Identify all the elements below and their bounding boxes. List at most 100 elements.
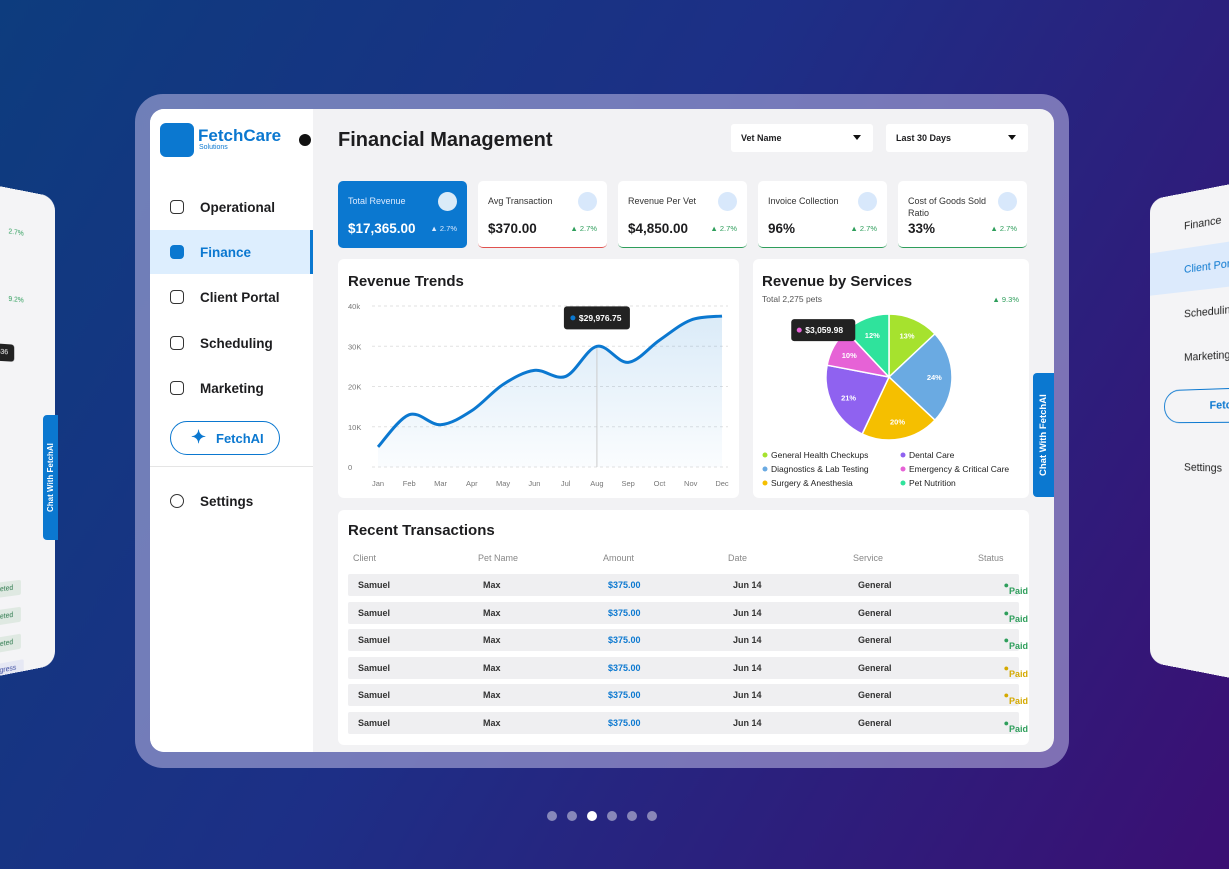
table-row: Samuel Max $375.00 Jun 14 General ● Paid: [348, 574, 1019, 596]
nav-item[interactable]: Settings: [150, 479, 313, 523]
logo-icon: [160, 123, 194, 157]
filter-dropdown[interactable]: Last 30 Days: [886, 124, 1028, 152]
column-header: Client: [353, 553, 376, 563]
legend-label: Dental Care: [909, 450, 955, 460]
y-tick-label: 40k: [348, 302, 360, 311]
peek-change: 2.7%: [8, 228, 23, 237]
brand-sub: Solutions: [199, 144, 228, 151]
kpi-change-value: 2.7%: [860, 224, 877, 233]
pie-chart-card: Revenue by Services Total 2,275 pets ▲ 9…: [753, 259, 1029, 498]
cell: Samuel: [358, 663, 390, 673]
kpi-value: 33%: [908, 221, 935, 236]
nav-item[interactable]: Marketing: [150, 366, 313, 410]
nav-item[interactable]: Operational: [150, 185, 313, 229]
status: ● Paid: [1004, 635, 1009, 645]
legend-swatch: [901, 467, 906, 472]
x-tick-label: Jan: [372, 479, 384, 488]
y-tick-label: 20K: [348, 383, 361, 392]
kpi-icon: [578, 192, 597, 211]
pager-dot[interactable]: [587, 811, 597, 821]
cell: $375.00: [608, 580, 641, 590]
x-tick-label: Sep: [622, 479, 635, 488]
page: 2.7% 9.2% 636 mpleted mpleted mpleted Pr…: [0, 0, 1229, 869]
x-tick-label: Nov: [684, 479, 698, 488]
kpi-label: Revenue Per Vet: [628, 195, 708, 207]
cell: $375.00: [608, 608, 641, 618]
ai-button[interactable]: ✦ FetchAI: [170, 421, 280, 455]
status-text: Paid: [1009, 724, 1028, 734]
kpi-value: 96%: [768, 221, 795, 236]
cell: General: [858, 608, 892, 618]
pager-dot[interactable]: [567, 811, 577, 821]
kpi-label: Invoice Collection: [768, 195, 848, 207]
nav-item[interactable]: Finance: [150, 230, 313, 274]
nav-label: Scheduling: [200, 336, 273, 351]
kpi-icon: [858, 192, 877, 211]
kpi-icon: [438, 192, 457, 211]
pager-dot[interactable]: [627, 811, 637, 821]
line-chart: 0 10K 20K 30K 40k Jan Feb Mar Apr May Jun Jul Aug Sep…: [338, 259, 739, 498]
kpi-icon: [998, 192, 1017, 211]
kpi-change-value: 2.7%: [580, 224, 597, 233]
filter-dropdown[interactable]: Vet Name: [731, 124, 873, 152]
nav-label: Operational: [200, 200, 275, 215]
tooltip-text: $3,059.98: [805, 325, 843, 335]
cell: General: [858, 690, 892, 700]
y-tick-label: 0: [348, 463, 352, 472]
x-tick-label: Jul: [561, 479, 571, 488]
table-row: Samuel Max $375.00 Jun 14 General ● Paid: [348, 684, 1019, 706]
column-header: Date: [728, 553, 747, 563]
peek-status: mpleted: [0, 580, 21, 600]
cell: Max: [483, 663, 501, 673]
kpi-card: Revenue Per Vet $4,850.00 ▲ 2.7%: [618, 181, 747, 248]
area: [378, 316, 722, 467]
slice-label: 13%: [900, 331, 915, 340]
x-tick-label: Dec: [715, 479, 729, 488]
pager-dot[interactable]: [607, 811, 617, 821]
column-header: Service: [853, 553, 883, 563]
sidebar: FetchCare Solutions Operational Finance …: [150, 109, 313, 752]
pager-dot[interactable]: [647, 811, 657, 821]
collapse-button[interactable]: [299, 134, 311, 146]
kpi-change: ▲ 2.7%: [430, 224, 457, 233]
status: ● Paid: [1004, 580, 1009, 590]
y-tick-label: 30K: [348, 342, 361, 351]
x-tick-label: Oct: [654, 479, 667, 488]
kpi-change: ▲ 2.7%: [850, 224, 877, 233]
pager-dot[interactable]: [547, 811, 557, 821]
legend-swatch: [901, 453, 906, 458]
peek-ai-button[interactable]: FetchAI: [1164, 387, 1229, 423]
x-tick-label: Aug: [590, 479, 603, 488]
table-row: Samuel Max $375.00 Jun 14 General ● Paid: [348, 602, 1019, 624]
peek-chat-tab[interactable]: Chat With FetchAI: [43, 415, 58, 540]
cell: General: [858, 718, 892, 728]
kpi-card: Avg Transaction $370.00 ▲ 2.7%: [478, 181, 607, 248]
nav-label: Client Portal: [200, 290, 280, 305]
kpi-change: ▲ 2.7%: [570, 224, 597, 233]
peek-nav-item: Marketing: [1184, 349, 1229, 364]
nav-item[interactable]: Scheduling: [150, 321, 313, 365]
cell: Jun 14: [733, 635, 762, 645]
kpi-change-value: 2.7%: [1000, 224, 1017, 233]
nav-label: Finance: [200, 245, 251, 260]
cell: Jun 14: [733, 580, 762, 590]
cell: Max: [483, 690, 501, 700]
table-row: Samuel Max $375.00 Jun 14 General ● Paid: [348, 712, 1019, 734]
x-tick-label: Jun: [528, 479, 540, 488]
kpi-change-value: 2.7%: [440, 224, 457, 233]
table-row: Samuel Max $375.00 Jun 14 General ● Paid: [348, 657, 1019, 679]
peek-tooltip: 636: [0, 343, 14, 362]
tooltip-text: $29,976.75: [579, 313, 622, 323]
status-text: Paid: [1009, 614, 1028, 624]
peek-status: mpleted: [0, 634, 21, 656]
legend-label: Pet Nutrition: [909, 478, 956, 488]
legend-label: Surgery & Anesthesia: [771, 478, 853, 488]
kpi-card: Total Revenue $17,365.00 ▲ 2.7%: [338, 181, 467, 248]
cell: Jun 14: [733, 690, 762, 700]
nav-item[interactable]: Client Portal: [150, 275, 313, 319]
chat-tab[interactable]: Chat With FetchAI: [1033, 373, 1054, 497]
cell: Samuel: [358, 635, 390, 645]
peek-nav-item: Settings: [1184, 462, 1222, 475]
table-row: Samuel Max $375.00 Jun 14 General ● Paid: [348, 629, 1019, 651]
cell: $375.00: [608, 663, 641, 673]
